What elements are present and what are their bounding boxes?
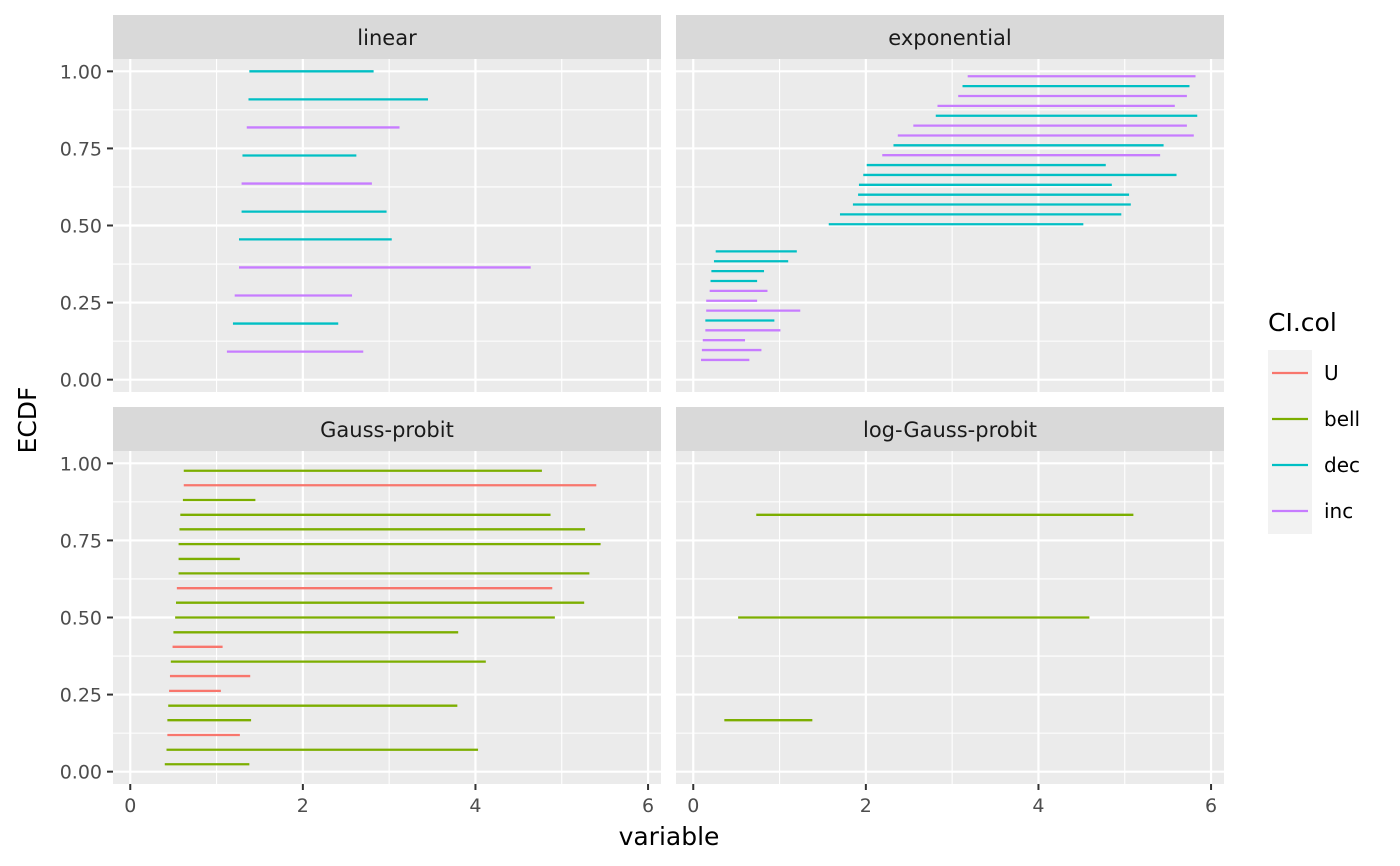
legend-label: dec [1324,453,1360,477]
facet-strip [113,407,661,451]
y-tick-label: 0.00 [60,762,102,784]
facet-panel: linear [113,15,661,392]
facet-strip [676,407,1224,451]
facet-strip-label: linear [357,26,417,50]
axes: 0.00 0.25 0.50 0.75 1.00 0.00 0.25 0.50 0.75 1.00… [60,61,1217,817]
legend-label: inc [1324,499,1353,523]
y-tick-label: 0.25 [60,293,102,315]
legend-label: U [1324,361,1339,385]
x-axis-title: variable [619,822,720,851]
y-axis-title: ECDF [13,387,42,454]
x-tick-label: 0 [124,795,136,817]
x-tick-label: 2 [860,795,872,817]
y-tick-label: 0.75 [60,138,102,160]
facet-strip-label: exponential [888,26,1011,50]
facet-panel: log-Gauss-probit [676,407,1224,784]
facet-strip [113,15,661,59]
x-tick-label: 0 [687,795,699,817]
facet-strip [676,15,1224,59]
x-tick-label: 6 [1205,795,1217,817]
legend-label: bell [1324,407,1360,431]
facet-strip-label: Gauss-probit [320,418,454,442]
x-tick-label: 4 [469,795,481,817]
y-tick-label: 0.50 [60,216,102,238]
y-tick-label: 1.00 [60,61,102,83]
facet-panel: exponential [676,15,1224,392]
legend-title: CI.col [1268,308,1337,337]
x-tick-label: 4 [1032,795,1044,817]
x-tick-label: 2 [297,795,309,817]
y-tick-label: 0.75 [60,530,102,552]
facet-strip-label: log-Gauss-probit [863,418,1037,442]
x-tick-label: 6 [642,795,654,817]
facet-panels: linear exponential Gauss-probit log-Gauss-p… [113,15,1224,784]
y-tick-label: 0.50 [60,608,102,630]
y-tick-label: 1.00 [60,453,102,475]
y-tick-label: 0.25 [60,685,102,707]
y-tick-label: 0.00 [60,370,102,392]
facet-panel: Gauss-probit [113,407,661,784]
